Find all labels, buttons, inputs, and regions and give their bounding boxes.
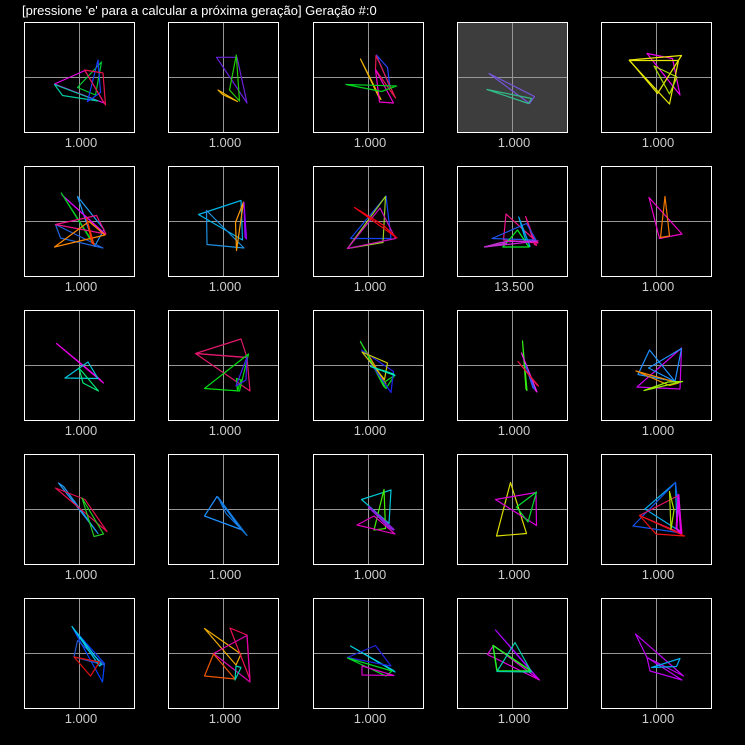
svg-text:1.000: 1.000 bbox=[65, 135, 98, 150]
svg-text:1.000: 1.000 bbox=[354, 711, 387, 726]
svg-text:1.000: 1.000 bbox=[642, 135, 675, 150]
svg-text:1.000: 1.000 bbox=[354, 567, 387, 582]
svg-text:1.000: 1.000 bbox=[498, 711, 531, 726]
svg-text:1.000: 1.000 bbox=[209, 567, 242, 582]
svg-text:[pressione 'e' para a calcular: [pressione 'e' para a calcular a próxima… bbox=[22, 3, 377, 18]
svg-text:1.000: 1.000 bbox=[65, 567, 98, 582]
svg-text:1.000: 1.000 bbox=[354, 279, 387, 294]
svg-text:13.500: 13.500 bbox=[494, 279, 534, 294]
svg-text:1.000: 1.000 bbox=[498, 135, 531, 150]
svg-text:1.000: 1.000 bbox=[498, 567, 531, 582]
svg-text:1.000: 1.000 bbox=[65, 711, 98, 726]
svg-text:1.000: 1.000 bbox=[65, 279, 98, 294]
svg-text:1.000: 1.000 bbox=[354, 135, 387, 150]
svg-text:1.000: 1.000 bbox=[642, 711, 675, 726]
svg-text:1.000: 1.000 bbox=[354, 423, 387, 438]
svg-text:1.000: 1.000 bbox=[642, 567, 675, 582]
svg-text:1.000: 1.000 bbox=[498, 423, 531, 438]
svg-text:1.000: 1.000 bbox=[209, 423, 242, 438]
svg-text:1.000: 1.000 bbox=[642, 279, 675, 294]
svg-text:1.000: 1.000 bbox=[65, 423, 98, 438]
svg-text:1.000: 1.000 bbox=[209, 279, 242, 294]
svg-text:1.000: 1.000 bbox=[209, 711, 242, 726]
svg-text:1.000: 1.000 bbox=[642, 423, 675, 438]
svg-text:1.000: 1.000 bbox=[209, 135, 242, 150]
